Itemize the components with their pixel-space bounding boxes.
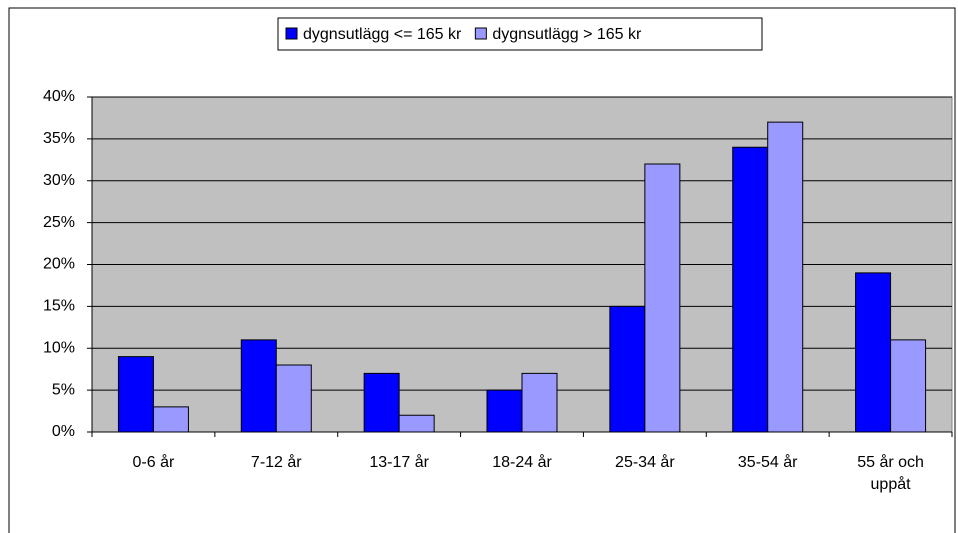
bar [855,272,892,433]
bar [398,414,435,433]
y-tick-label: 35% [43,130,75,147]
bar [732,146,769,433]
legend-label: dygnsutlägg <= 165 kr [303,26,462,43]
bar [890,339,927,433]
bar [152,406,189,433]
bar [486,389,523,433]
bar [363,372,400,433]
bar [240,339,277,433]
y-tick-label: 5% [52,381,75,398]
y-tick-label: 40% [43,88,75,105]
x-tick-label: 13-17 år [369,454,429,471]
bar [117,356,154,433]
bar [644,163,681,433]
x-tick-label: 25-34 år [615,454,675,471]
legend-label: dygnsutlägg > 165 kr [492,26,642,43]
legend-box [277,17,763,51]
y-tick-label: 0% [52,423,75,440]
x-tick-label: 0-6 år [132,454,175,471]
bar [275,364,312,433]
bar [521,372,558,433]
legend-swatch [285,27,298,40]
y-tick-label: 10% [43,339,75,356]
y-tick-label: 30% [43,172,75,189]
x-tick-label: 18-24 år [492,454,552,471]
chart-frame [8,7,956,533]
x-tick-label: 55 år och uppåt [857,454,924,493]
x-tick-label: 7-12 år [250,454,302,471]
y-tick-label: 15% [43,298,75,315]
bar [767,121,804,433]
x-tick-label: 35-54 år [737,454,798,471]
y-tick-label: 20% [43,256,75,273]
legend-swatch [474,27,487,40]
bar [609,305,646,433]
y-tick-label: 25% [43,214,75,231]
